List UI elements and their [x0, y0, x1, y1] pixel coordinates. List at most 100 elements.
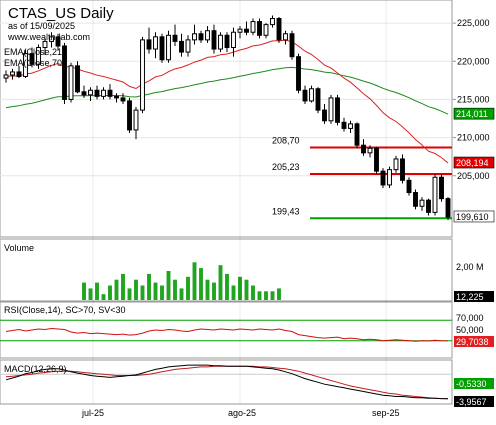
candle-body	[107, 89, 113, 97]
candle-body	[205, 30, 210, 41]
rsi-tick-70: 70,000	[456, 313, 484, 323]
candle-body	[432, 176, 438, 213]
price-tick-label: 225,000	[457, 18, 490, 28]
candle-body	[146, 39, 152, 50]
volume-bar	[88, 288, 93, 300]
volume-bar	[225, 273, 229, 300]
volume-bars	[82, 262, 281, 300]
candle-body	[387, 169, 392, 186]
candle-body	[3, 74, 9, 79]
level-label: 205,23	[272, 162, 300, 172]
macd-line	[5, 364, 449, 400]
candle-body	[179, 40, 184, 53]
candle-body	[42, 40, 48, 49]
ema70-line	[5, 66, 449, 115]
candle-body	[341, 121, 347, 129]
candle-body	[354, 123, 360, 146]
candle-body	[335, 97, 340, 123]
rsi-label: RSI(Close,14), SC>70, SV<30	[4, 305, 126, 315]
candle-body	[419, 199, 425, 207]
candle-body	[23, 53, 28, 78]
volume-bar	[147, 273, 151, 300]
volume-bar	[95, 282, 99, 300]
volume-pane[interactable]: Volume 2,00 M 12,225	[0, 238, 494, 302]
candle-body	[283, 33, 288, 41]
candle-body	[29, 53, 35, 65]
candle-body	[68, 65, 74, 100]
volume-bar	[108, 285, 112, 300]
date-label-sep: sep-25	[372, 408, 400, 418]
candle-body	[439, 176, 444, 200]
volume-bar	[238, 276, 242, 300]
value-tag-close: 199,610	[456, 212, 489, 222]
price-tick-label: 205,000	[457, 171, 490, 181]
value-tags: 214,011 208,194 199,610	[453, 107, 495, 223]
candle-body	[198, 33, 204, 41]
candle-body	[114, 95, 119, 99]
candle-body	[413, 192, 418, 207]
candle-body	[250, 21, 256, 33]
volume-bar	[160, 285, 164, 300]
volume-bar	[264, 291, 268, 300]
candle-body	[101, 89, 106, 97]
rsi-line	[5, 327, 449, 342]
candle-body	[36, 47, 41, 65]
candle-body	[55, 36, 61, 47]
candle-body	[393, 158, 399, 171]
volume-bar	[205, 279, 210, 300]
value-tag-ema21: 208,194	[456, 158, 489, 168]
volume-bar	[277, 288, 281, 300]
candle-body	[270, 18, 275, 26]
ema21-legend: EMA(Close,21)	[4, 47, 65, 57]
volume-bar	[101, 294, 106, 300]
value-tag-box	[453, 210, 495, 223]
price-tick-label: 220,000	[457, 56, 490, 66]
volume-bar	[231, 285, 236, 300]
macd-value-tag: -3,9567	[456, 397, 487, 407]
candles	[3, 15, 451, 221]
candle-body	[445, 198, 451, 218]
volume-bar	[218, 265, 223, 300]
candle-body	[263, 24, 269, 36]
candle-body	[10, 71, 15, 76]
candle-body	[16, 71, 22, 78]
volume-bar	[140, 285, 145, 300]
macd-pane[interactable]: MACD(12,26,9) -0,5330 -3,9567	[0, 359, 494, 407]
chart-title: CTAS_US Daily	[8, 5, 114, 22]
volume-last-tag: 12,225	[456, 292, 484, 302]
candle-body	[400, 158, 405, 181]
candle-body	[244, 28, 249, 33]
volume-bar	[179, 288, 184, 300]
volume-bar	[199, 268, 203, 300]
candle-body	[289, 33, 295, 58]
candle-body	[315, 88, 321, 111]
candle-body	[296, 56, 301, 91]
candle-body	[166, 34, 171, 61]
value-tag-ema70: 214,011	[456, 109, 488, 119]
candle-body	[140, 39, 145, 111]
rsi-pane[interactable]: RSI(Close,14), SC>70, SV<30 70,000 50,00…	[0, 301, 494, 359]
candle-body	[361, 144, 366, 154]
volume-bar	[251, 285, 255, 300]
candle-body	[380, 170, 386, 186]
value-tag-box	[453, 156, 495, 169]
chart-date: as of 15/09/2025	[8, 21, 75, 31]
price-tick-label: 215,000	[457, 94, 490, 104]
volume-bar	[114, 279, 119, 300]
candle-body	[81, 91, 87, 96]
volume-label: Volume	[4, 243, 34, 253]
volume-bar	[257, 291, 262, 300]
candle-body	[231, 31, 236, 49]
candle-body	[218, 34, 223, 50]
candle-body	[133, 109, 139, 131]
volume-bar	[166, 271, 171, 300]
macd-label: MACD(12,26,9)	[4, 364, 67, 374]
price-tick-label: 210,000	[457, 133, 490, 143]
candle-body	[185, 39, 191, 53]
volume-bar	[192, 262, 197, 300]
rsi-last-tag: 29,7038	[456, 337, 489, 347]
candle-body	[302, 89, 308, 102]
candle-body	[172, 34, 178, 42]
